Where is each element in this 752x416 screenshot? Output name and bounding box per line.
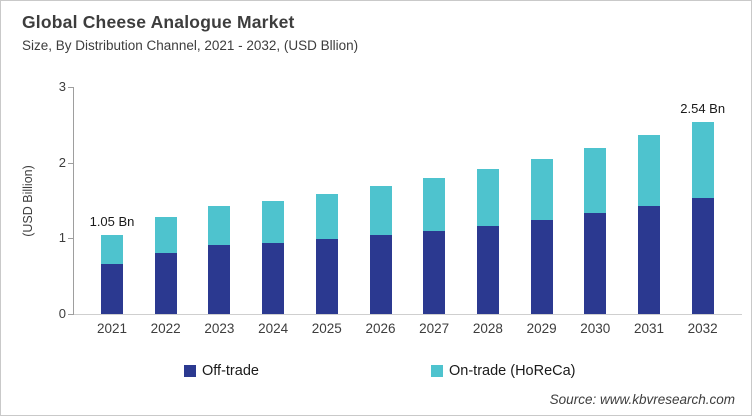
y-tick-mark-1 [68, 238, 74, 240]
plot-area: 0 1 2 3 2021 2022 2023 2024 2025 2026 2027 2028 2029… [59, 79, 742, 336]
bar-segment-on-trade-2026 [369, 186, 392, 236]
bar-segment-off-trade-2024 [262, 242, 285, 314]
x-axis-label-2021: 2021 [96, 321, 128, 336]
bar-segment-on-trade-2032 [691, 121, 714, 199]
y-tick-label-3: 3 [58, 79, 66, 94]
bar-segment-on-trade-2021 [101, 234, 123, 265]
bar-segment-on-trade-2030 [584, 147, 607, 214]
bar-segment-off-trade-2027 [423, 230, 446, 314]
x-axis-label-2030: 2030 [580, 321, 611, 336]
bar-2024 [262, 200, 285, 315]
x-axis-label-2031: 2031 [633, 321, 665, 336]
y-tick-mark-2 [68, 162, 74, 164]
bar-segment-off-trade-2030 [584, 213, 607, 314]
bar-segment-on-trade-2022 [154, 217, 177, 254]
bar-2029 [530, 158, 553, 314]
bar-segment-off-trade-2028 [476, 226, 499, 314]
legend: Off-trade On-trade (HoReCa) [1, 363, 751, 383]
x-axis-label-2025: 2025 [311, 321, 342, 336]
bar-segment-off-trade-2023 [208, 245, 231, 314]
legend-label-off-trade: Off-trade [202, 363, 259, 379]
bar-segment-on-trade-2025 [315, 193, 338, 240]
x-axis-label-2028: 2028 [472, 321, 503, 336]
x-axis-label-2029: 2029 [526, 321, 557, 336]
y-axis-title: (USD Billion) [21, 165, 35, 237]
bar-segment-on-trade-2029 [530, 158, 553, 221]
x-axis-label-2026: 2026 [365, 321, 396, 336]
bar-segment-off-trade-2029 [530, 220, 553, 314]
chart-title: Global Cheese Analogue Market [22, 12, 295, 32]
bar-segment-on-trade-2028 [476, 169, 499, 227]
bar-2031 [638, 134, 660, 314]
bar-segment-off-trade-2022 [154, 253, 177, 314]
bar-2028 [476, 169, 499, 314]
data-label-2032: 2.54 Bn [680, 100, 726, 116]
bar-2026 [369, 186, 392, 314]
bar-segment-on-trade-2024 [262, 200, 285, 243]
chart-subtitle: Size, By Distribution Channel, 2021 - 20… [22, 38, 359, 53]
bar-segment-on-trade-2031 [638, 134, 660, 206]
y-tick-label-1: 1 [58, 230, 66, 246]
bar-2023 [208, 205, 231, 314]
x-axis-label-2024: 2024 [258, 321, 289, 336]
x-axis-label-2023: 2023 [204, 321, 235, 336]
y-tick-label-2: 2 [58, 154, 66, 170]
off-trade-swatch-icon [184, 365, 196, 377]
bar-2032 [691, 121, 714, 314]
bar-segment-off-trade-2026 [369, 235, 392, 314]
bar-2021 [101, 234, 123, 314]
bar-2027 [423, 177, 446, 314]
source-credit: Source: www.kbvresearch.com [549, 392, 735, 407]
x-axis-label-2027: 2027 [419, 321, 450, 336]
bar-segment-off-trade-2025 [315, 239, 338, 314]
legend-item-off-trade: Off-trade [184, 363, 259, 379]
data-label-2021: 1.05 Bn [89, 213, 135, 229]
legend-label-on-trade: On-trade (HoReCa) [449, 363, 576, 379]
y-tick-mark-3 [68, 87, 74, 88]
bar-2030 [584, 147, 607, 314]
chart-header: Global Cheese Analogue Market Size, By D… [22, 12, 358, 53]
bar-2025 [315, 193, 338, 314]
bar-segment-on-trade-2027 [423, 177, 446, 231]
y-tick-label-0: 0 [58, 306, 66, 321]
x-axis-label-2032: 2032 [687, 321, 718, 336]
on-trade-swatch-icon [431, 365, 443, 377]
bar-segment-off-trade-2021 [101, 264, 123, 314]
bar-segment-off-trade-2031 [638, 205, 660, 314]
bar-segment-on-trade-2023 [208, 205, 231, 246]
x-axis-label-2022: 2022 [150, 321, 181, 336]
legend-item-on-trade: On-trade (HoReCa) [431, 363, 576, 379]
bar-2022 [154, 217, 177, 314]
bar-segment-off-trade-2032 [691, 198, 714, 314]
y-tick-mark-0 [68, 314, 74, 315]
